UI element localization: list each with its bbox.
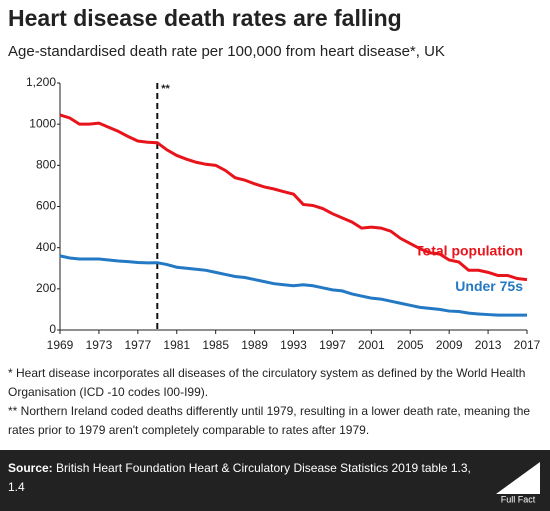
y-tick-label: 600 [36, 199, 56, 213]
x-tick-label: 1977 [124, 338, 151, 352]
footnote: * Heart disease incorporates all disease… [8, 366, 526, 399]
source-label: Source: [8, 461, 53, 475]
x-tick-label: 2009 [436, 338, 463, 352]
source-bar: Source: British Heart Foundation Heart &… [0, 450, 550, 511]
x-tick-label: 1985 [202, 338, 229, 352]
x-tick-label: 2017 [514, 338, 541, 352]
y-tick-label: 200 [36, 281, 56, 295]
line [59, 254, 527, 317]
footnote: ** Northern Ireland coded deaths differe… [8, 404, 531, 437]
x-tick-label: 2013 [475, 338, 502, 352]
source-text: British Heart Foundation Heart & Circula… [8, 461, 471, 494]
x-tick-label: 1969 [47, 338, 74, 352]
x-tick-label: 1993 [280, 338, 307, 352]
x-tick-label: 1989 [241, 338, 268, 352]
source: Source: British Heart Foundation Heart &… [8, 459, 478, 497]
logo: Full Fact [496, 462, 540, 504]
x-tick-label: 2005 [397, 338, 424, 352]
logo-shape [496, 462, 540, 494]
y-tick-label: 400 [36, 240, 56, 254]
line [59, 113, 528, 282]
logo-text: Full Fact [501, 494, 536, 504]
reference-label: ** [161, 83, 170, 95]
x-tick-label: 1981 [163, 338, 190, 352]
chart: Heart disease death rates are falling Ag… [8, 5, 541, 352]
x-tick-label: 2001 [358, 338, 385, 352]
series-label: Total population [415, 242, 523, 258]
series-label: Under 75s [455, 278, 523, 294]
x-tick-label: 1997 [319, 338, 346, 352]
y-tick-label: 0 [49, 322, 56, 336]
chart-title: Heart disease death rates are falling [8, 5, 402, 31]
x-tick-label: 1973 [86, 338, 113, 352]
chart-subtitle: Age-standardised death rate per 100,000 … [8, 43, 445, 60]
y-tick-label: 1,200 [26, 75, 56, 89]
y-tick-label: 1000 [29, 116, 56, 130]
y-tick-label: 800 [36, 158, 56, 172]
